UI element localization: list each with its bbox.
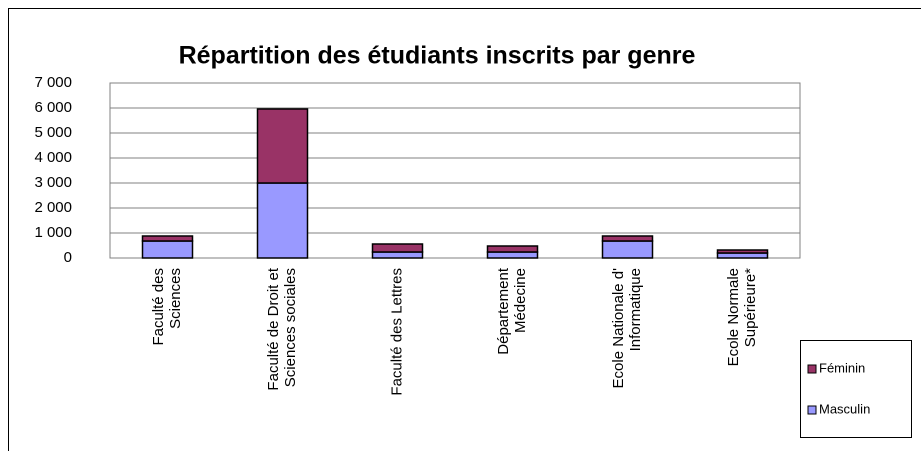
bar-segment bbox=[256, 182, 309, 259]
x-tick-label-line: Sciences bbox=[167, 268, 184, 329]
x-tick-label-line: Faculté des bbox=[150, 268, 167, 346]
y-tick-label: 5 000 bbox=[34, 124, 72, 141]
x-tick-label: Ecole NormaleSupérieure* bbox=[725, 268, 759, 367]
x-tick-label: DépartementMédecine bbox=[495, 267, 529, 355]
x-tick-label-line: Ecole Normale bbox=[725, 268, 742, 366]
x-tick-label-line: Informatique bbox=[627, 268, 644, 351]
x-tick-label: Faculté de Droit etSciences sociales bbox=[265, 267, 299, 390]
x-tick-label-line: Département bbox=[495, 267, 512, 355]
x-tick-label-line: Faculté des Lettres bbox=[388, 268, 405, 396]
x-tick-label-line: Faculté de Droit et bbox=[265, 267, 282, 390]
legend-label: Masculin bbox=[819, 401, 870, 416]
bar-segment bbox=[141, 235, 194, 242]
legend-label: Féminin bbox=[819, 360, 865, 375]
x-tick-label-line: Supérieure* bbox=[742, 268, 759, 347]
plot-area bbox=[109, 82, 801, 259]
x-tick-label: Faculté desSciences bbox=[150, 268, 184, 346]
x-tick-label-line: Médecine bbox=[512, 268, 529, 333]
x-tick-label-line: Sciences sociales bbox=[282, 268, 299, 387]
bar-segment bbox=[486, 245, 539, 253]
bar-segment bbox=[716, 249, 769, 254]
bar-segment bbox=[601, 235, 654, 242]
bar-segment bbox=[486, 251, 539, 259]
bar-segment bbox=[256, 108, 309, 184]
bar-segment bbox=[371, 243, 424, 253]
y-tick-label: 3 000 bbox=[34, 174, 72, 191]
legend-box bbox=[800, 340, 912, 438]
bar-segment bbox=[141, 240, 194, 259]
legend-swatch bbox=[807, 364, 817, 374]
y-tick-label: 4 000 bbox=[34, 149, 72, 166]
bar-segment bbox=[601, 240, 654, 259]
chart-title: Répartition des étudiants inscrits par g… bbox=[179, 42, 696, 70]
x-tick-label: Faculté des Lettres bbox=[388, 268, 405, 396]
x-tick-label-line: Ecole Nationale d' bbox=[610, 268, 627, 389]
y-tick-label: 6 000 bbox=[34, 99, 72, 116]
bar-segment bbox=[371, 251, 424, 259]
y-tick-label: 0 bbox=[64, 249, 72, 266]
y-tick-label: 1 000 bbox=[34, 224, 72, 241]
x-tick-label: Ecole Nationale d'Informatique bbox=[610, 268, 644, 389]
y-tick-label: 7 000 bbox=[34, 74, 72, 91]
y-tick-label: 2 000 bbox=[34, 199, 72, 216]
legend-swatch bbox=[807, 405, 817, 415]
